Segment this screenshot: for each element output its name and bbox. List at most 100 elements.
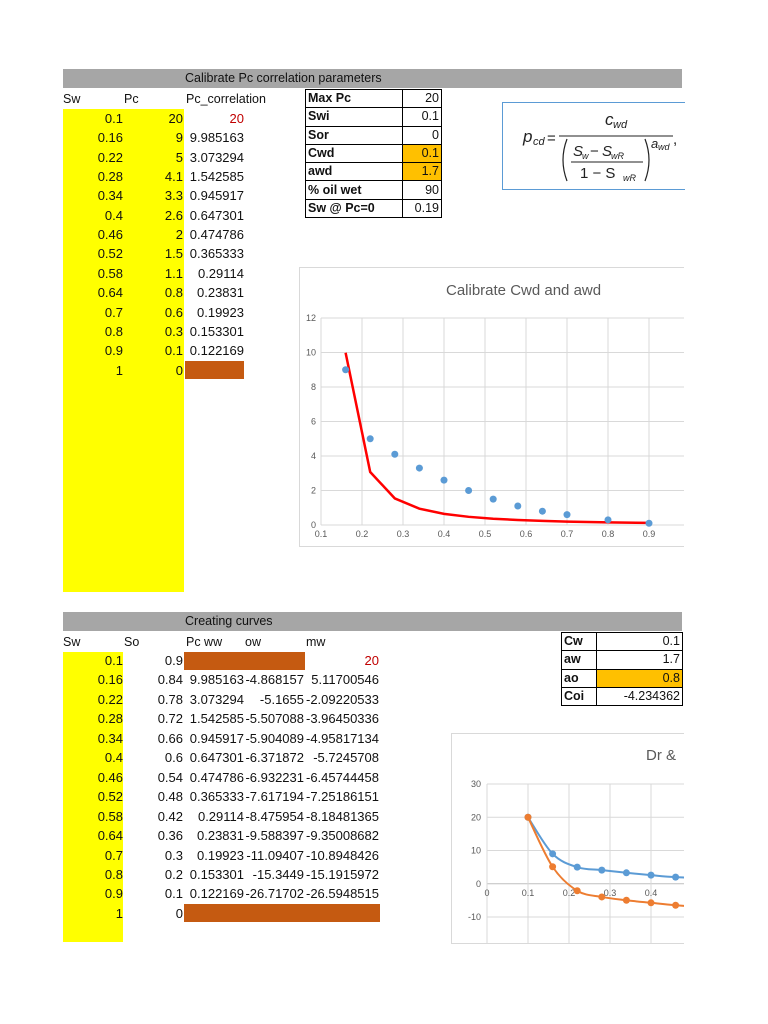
cell-sw[interactable]: 0.22 (97, 149, 123, 165)
cell-pcww[interactable]: 3.073294 (189, 691, 244, 707)
cell-mw[interactable]: -7.25186151 (305, 789, 379, 805)
chart-dr-curves[interactable]: Dr & -10 0 10 20 30 0 0.1 0.2 0.3 0.4 (451, 733, 684, 944)
param-value[interactable]: 20 (401, 88, 443, 109)
cell-sw[interactable]: 1 (115, 362, 123, 378)
cell-sw[interactable]: 0.22 (97, 691, 123, 707)
cell-pc-correlation[interactable]: 0.29114 (197, 265, 244, 281)
cell-pc[interactable]: 0.8 (164, 285, 183, 301)
cell-pc[interactable]: 20 (168, 111, 183, 126)
cell-sw[interactable]: 0.8 (104, 323, 123, 339)
cell-pcww[interactable]: 0.153301 (189, 866, 244, 882)
cell-ow[interactable]: -7.617194 (245, 789, 304, 805)
cell-sw[interactable]: 0.28 (97, 711, 123, 727)
cell-mw[interactable]: -9.35008682 (305, 828, 379, 844)
cell-pcww[interactable] (185, 651, 244, 670)
cell-mw[interactable]: -4.95817134 (305, 730, 379, 746)
cell-pcww[interactable]: 0.23831 (197, 828, 244, 844)
cell-pc[interactable]: 9 (175, 130, 183, 146)
cell-so[interactable]: 0.48 (157, 789, 183, 805)
cell-pc-correlation[interactable]: 0.122169 (189, 343, 244, 359)
cell-pc[interactable]: 4.1 (164, 169, 183, 185)
param-value[interactable]: 0.19 (401, 198, 443, 219)
cell-ow[interactable]: -6.371872 (245, 750, 304, 766)
cell-sw[interactable]: 1 (115, 905, 123, 921)
cell-pc[interactable]: 5 (175, 149, 183, 165)
cell-sw[interactable]: 0.1 (104, 653, 123, 668)
cell-so[interactable]: 0.42 (157, 808, 183, 824)
cell-ow[interactable]: -15.3449 (252, 866, 304, 882)
cell-ow[interactable]: -5.507088 (245, 711, 304, 727)
cell-pcww[interactable]: 9.985163 (189, 672, 244, 688)
cell-sw[interactable]: 0.58 (97, 808, 123, 824)
cell-pcww[interactable]: 0.19923 (197, 847, 244, 863)
cell-sw[interactable]: 0.64 (97, 285, 123, 301)
cell-pc[interactable]: 1.5 (164, 246, 183, 262)
cell-pc-correlation[interactable]: 9.985163 (189, 130, 244, 146)
cell-so[interactable]: 0.1 (164, 886, 183, 902)
cell-pc-correlation[interactable]: 0.945917 (189, 188, 244, 204)
cell-mw[interactable]: -6.45744458 (305, 769, 379, 785)
cell-pc[interactable]: 2 (175, 227, 183, 243)
cell-pcww[interactable]: 1.542585 (189, 711, 244, 727)
param-value[interactable]: 0.8 (596, 668, 683, 688)
cell-pcww[interactable]: 0.647301 (189, 750, 244, 766)
param-value[interactable]: 0.1 (596, 631, 683, 652)
cell-sw[interactable]: 0.7 (104, 847, 123, 863)
cell-pc-correlation[interactable]: 0.23831 (197, 285, 244, 301)
cell-pc[interactable]: 1.1 (164, 265, 183, 281)
cell-sw[interactable]: 0.16 (97, 672, 123, 688)
cell-so[interactable]: 0.66 (157, 730, 183, 746)
cell-ow[interactable]: -6.932231 (245, 769, 304, 785)
cell-sw[interactable]: 0.64 (97, 828, 123, 844)
cell-sw[interactable]: 0.8 (104, 866, 123, 882)
cell-sw[interactable]: 0.28 (97, 169, 123, 185)
cell-mw[interactable]: -15.1915972 (305, 866, 379, 882)
cell-so[interactable]: 0.2 (164, 866, 183, 882)
cell-pc-correlation[interactable]: 0.647301 (189, 207, 244, 223)
cell-pc[interactable]: 0.1 (164, 343, 183, 359)
cell-sw[interactable]: 0.16 (97, 130, 123, 146)
cell-pc-correlation[interactable]: 1.542585 (189, 169, 244, 185)
cell-so[interactable]: 0.84 (157, 672, 183, 688)
param-value[interactable]: -4.234362 (596, 686, 683, 707)
cell-mw[interactable]: -10.8948426 (305, 847, 379, 863)
param-value[interactable]: 0 (401, 125, 443, 145)
cell-mw[interactable]: 5.11700546 (311, 672, 379, 688)
param-value[interactable]: 0.1 (401, 143, 443, 164)
cell-pc[interactable]: 0 (175, 362, 183, 378)
cell-pc[interactable]: 0.3 (164, 323, 183, 339)
cell-pc-correlation[interactable] (185, 361, 244, 380)
cell-so[interactable]: 0.6 (164, 750, 183, 766)
cell-sw[interactable]: 0.46 (97, 769, 123, 785)
cell-mw[interactable]: -26.5948515 (305, 886, 379, 902)
cell-pc[interactable]: 3.3 (164, 188, 183, 204)
cell-mw[interactable]: -8.18481365 (305, 808, 379, 824)
cell-mw[interactable] (305, 904, 379, 923)
cell-pc[interactable]: 0.6 (164, 304, 183, 320)
cell-ow[interactable]: -5.1655 (259, 691, 304, 707)
param-value[interactable]: 90 (401, 180, 443, 200)
cell-sw[interactable]: 0.52 (97, 789, 123, 805)
cell-sw[interactable]: 0.1 (104, 111, 123, 126)
cell-pcww[interactable]: 0.474786 (189, 769, 244, 785)
cell-pc[interactable]: 2.6 (164, 207, 183, 223)
cell-ow[interactable]: -8.475954 (245, 808, 304, 824)
cell-ow[interactable]: -5.904089 (245, 730, 304, 746)
cell-pcww[interactable]: 0.29114 (197, 808, 244, 824)
cell-sw[interactable]: 0.46 (97, 227, 123, 243)
cell-sw[interactable]: 0.4 (104, 750, 123, 766)
cell-pc-correlation[interactable]: 20 (229, 111, 244, 126)
param-value[interactable]: 0.1 (401, 107, 443, 127)
cell-sw[interactable]: 0.34 (97, 188, 123, 204)
cell-pc-correlation[interactable]: 0.19923 (197, 304, 244, 320)
cell-pcww[interactable]: 0.365333 (189, 789, 244, 805)
cell-so[interactable]: 0.3 (164, 847, 183, 863)
cell-pcww[interactable]: 0.945917 (189, 730, 244, 746)
chart-calibrate-cwd-awd[interactable]: Calibrate Cwd and awd 0 2 4 6 8 10 12 0.1 0.2 0.3… (299, 267, 684, 547)
cell-pcww[interactable]: 0.122169 (189, 886, 244, 902)
cell-sw[interactable]: 0.34 (97, 730, 123, 746)
cell-pc-correlation[interactable]: 0.365333 (189, 246, 244, 262)
cell-ow[interactable] (245, 904, 304, 923)
cell-ow[interactable]: -26.71702 (245, 886, 304, 902)
cell-ow[interactable]: -9.588397 (245, 828, 304, 844)
